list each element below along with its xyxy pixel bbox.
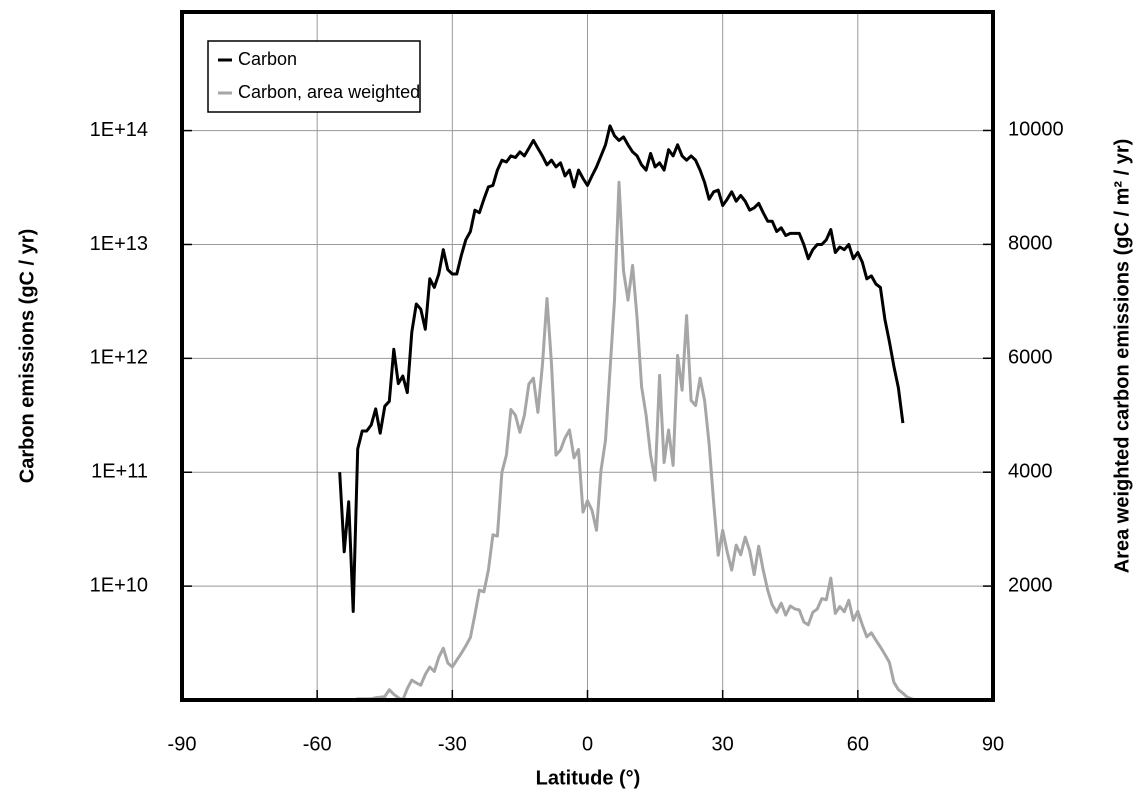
y-tick-label: 1E+13: [90, 233, 148, 255]
x-tick-label: -30: [438, 733, 467, 755]
x-tick-label: -60: [303, 733, 332, 755]
y2-tick-label: 8000: [1008, 233, 1053, 255]
y-tick-label: 1E+11: [91, 461, 148, 483]
x-tick-label: -90: [168, 733, 197, 755]
x-tick-label: 0: [582, 733, 593, 755]
x-tick-label: 30: [712, 733, 734, 755]
y-tick-label: 1E+14: [90, 119, 148, 141]
y-axis-title: Carbon emissions (gC / yr): [16, 229, 38, 484]
y2-tick-label: 10000: [1008, 119, 1064, 141]
y2-tick-label: 4000: [1008, 460, 1053, 482]
y2-axis-title: Area weighted carbon emissions (gC / m² …: [1111, 139, 1133, 574]
y2-tick-label: 2000: [1008, 574, 1053, 596]
x-tick-label: 60: [847, 733, 869, 755]
x-axis-title: Latitude (°): [536, 767, 641, 789]
y-tick-label: 1E+10: [90, 574, 148, 596]
y-tick-label: 1E+12: [90, 347, 148, 369]
x-tick-label: 90: [982, 733, 1004, 755]
legend-label: Carbon, area weighted: [238, 82, 420, 102]
y2-tick-label: 6000: [1008, 347, 1053, 369]
plot-frame: [180, 10, 995, 702]
legend-box: [207, 40, 421, 113]
series-line: [338, 124, 905, 613]
legend-label: Carbon: [238, 49, 297, 69]
